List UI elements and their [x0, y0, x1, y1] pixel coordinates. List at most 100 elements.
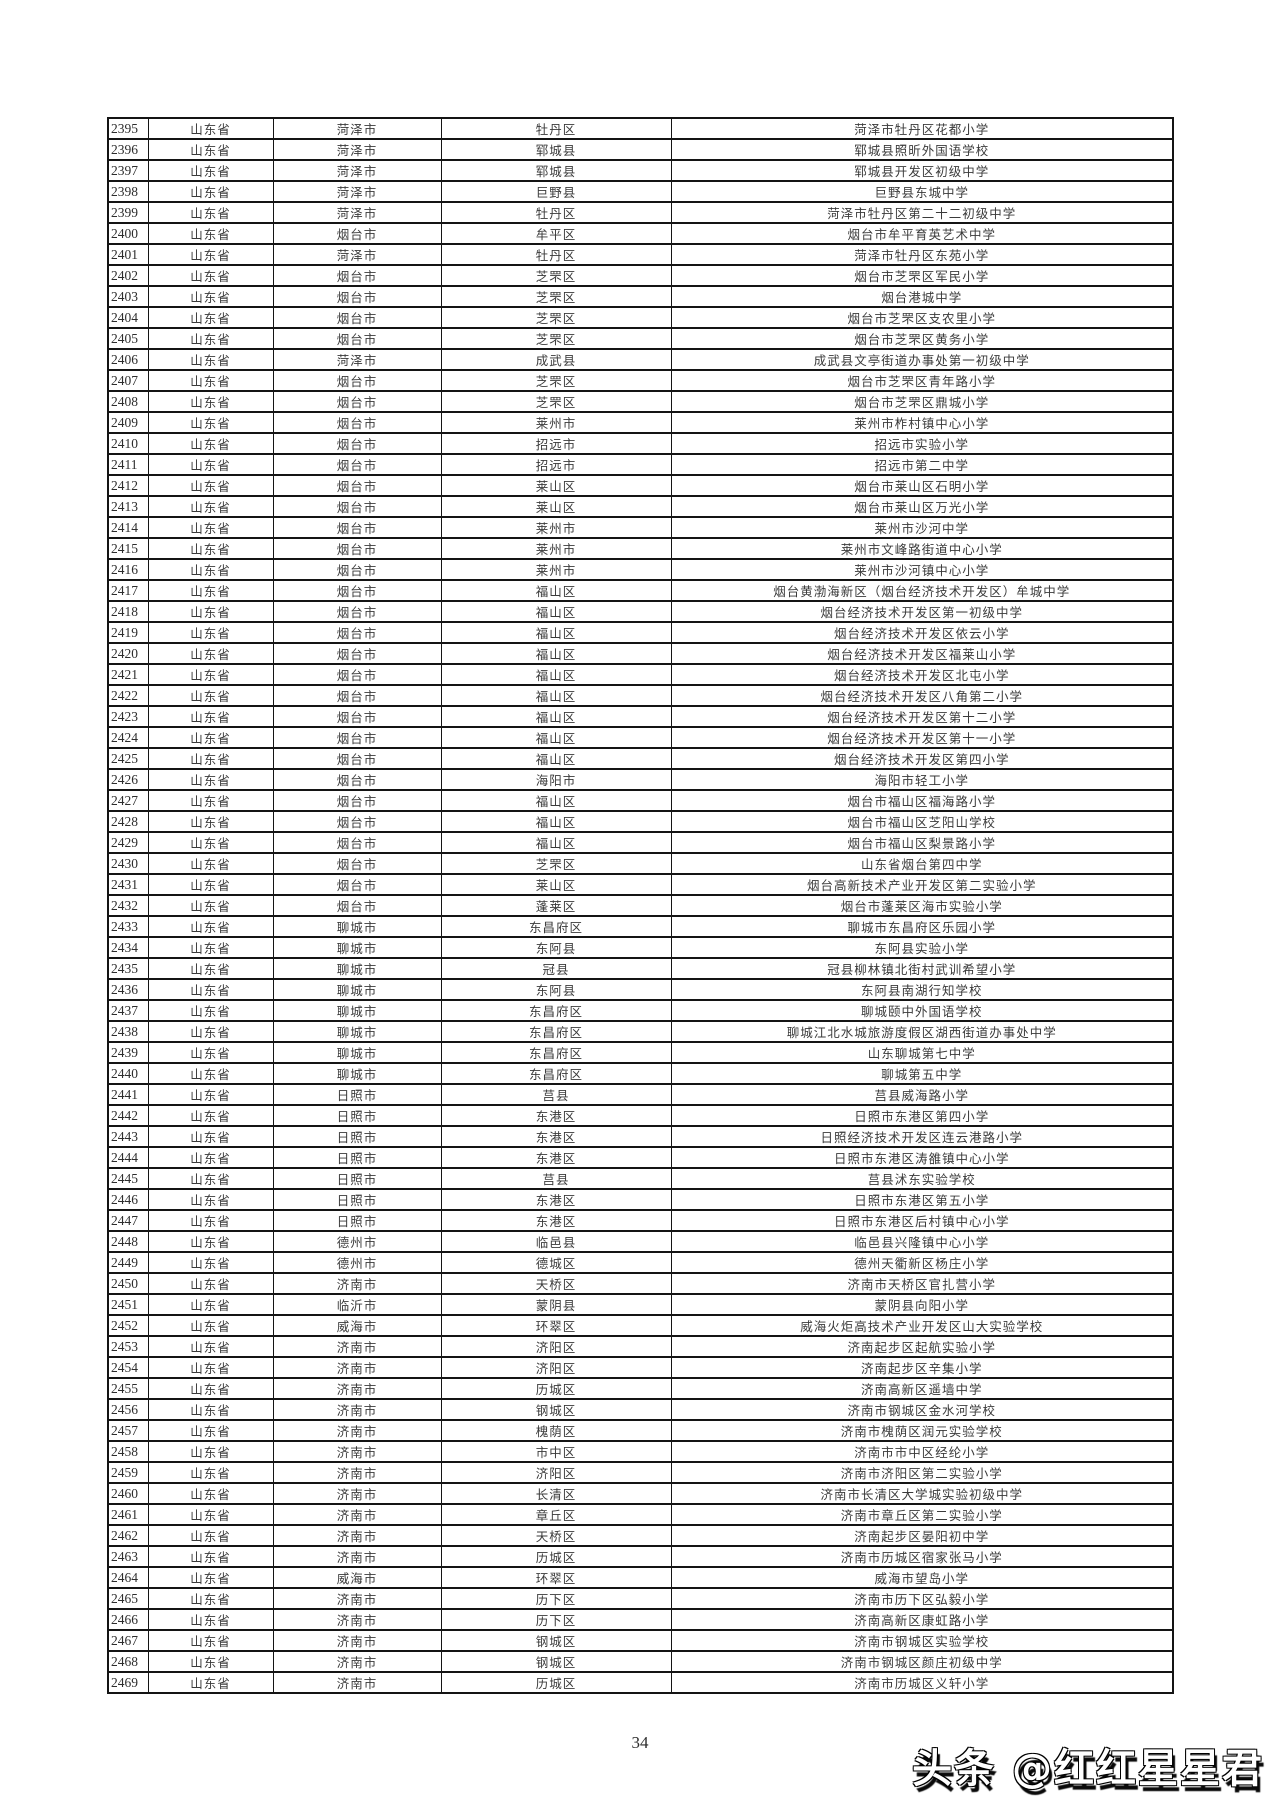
cell-province: 山东省 [147, 1566, 274, 1589]
cell-school: 济南市历城区宿家张马小学 [670, 1545, 1174, 1568]
cell-city: 烟台市 [272, 789, 442, 812]
cell-province: 山东省 [147, 1251, 274, 1274]
cell-city: 烟台市 [272, 768, 442, 791]
table-row: 2420 山东省 烟台市 福山区 烟台经济技术开发区福莱山小学 [107, 642, 1174, 665]
cell-school: 菏泽市牡丹区第二十二初级中学 [670, 201, 1174, 224]
cell-city: 济南市 [272, 1650, 442, 1673]
cell-province: 山东省 [147, 915, 274, 938]
cell-district: 东港区 [440, 1188, 672, 1211]
cell-school: 济南市钢城区实验学校 [670, 1629, 1174, 1652]
cell-province: 山东省 [147, 663, 274, 686]
table-row: 2431 山东省 烟台市 莱山区 烟台高新技术产业开发区第二实验小学 [107, 873, 1174, 896]
cell-city: 烟台市 [272, 663, 442, 686]
cell-city: 日照市 [272, 1083, 442, 1106]
cell-district: 东港区 [440, 1146, 672, 1169]
cell-number: 2465 [107, 1587, 149, 1610]
cell-school: 烟台经济技术开发区北屯小学 [670, 663, 1174, 686]
cell-number: 2451 [107, 1293, 149, 1316]
cell-district: 郓城县 [440, 138, 672, 161]
cell-district: 芝罘区 [440, 390, 672, 413]
cell-city: 济南市 [272, 1419, 442, 1442]
cell-school: 莱州市沙河中学 [670, 516, 1174, 539]
cell-number: 2442 [107, 1104, 149, 1127]
cell-city: 烟台市 [272, 600, 442, 623]
cell-province: 山东省 [147, 1587, 274, 1610]
cell-district: 芝罘区 [440, 327, 672, 350]
table-row: 2459 山东省 济南市 济阳区 济南市济阳区第二实验小学 [107, 1461, 1174, 1484]
cell-province: 山东省 [147, 1440, 274, 1463]
cell-district: 长清区 [440, 1482, 672, 1505]
cell-city: 济南市 [272, 1608, 442, 1631]
watermark-text: 头条 @红红星星君 [912, 1746, 1264, 1792]
table-row: 2426 山东省 烟台市 海阳市 海阳市轻工小学 [107, 768, 1174, 791]
cell-school: 烟台市芝罘区鼎城小学 [670, 390, 1174, 413]
cell-school: 巨野县东城中学 [670, 180, 1174, 203]
cell-district: 莱州市 [440, 537, 672, 560]
cell-number: 2421 [107, 663, 149, 686]
table-row: 2409 山东省 烟台市 莱州市 莱州市柞村镇中心小学 [107, 411, 1174, 434]
table-row: 2407 山东省 烟台市 芝罘区 烟台市芝罘区青年路小学 [107, 369, 1174, 392]
cell-city: 日照市 [272, 1188, 442, 1211]
cell-province: 山东省 [147, 1125, 274, 1148]
cell-province: 山东省 [147, 243, 274, 266]
cell-city: 济南市 [272, 1335, 442, 1358]
cell-city: 济南市 [272, 1671, 442, 1694]
cell-province: 山东省 [147, 1272, 274, 1295]
table-row: 2447 山东省 日照市 东港区 日照市东港区后村镇中心小学 [107, 1209, 1174, 1232]
cell-school: 烟台市福山区梨景路小学 [670, 831, 1174, 854]
cell-district: 芝罘区 [440, 852, 672, 875]
cell-district: 芝罘区 [440, 264, 672, 287]
cell-school: 郓城县照昕外国语学校 [670, 138, 1174, 161]
cell-school: 烟台经济技术开发区第十二小学 [670, 705, 1174, 728]
table-row: 2449 山东省 德州市 德城区 德州天衢新区杨庄小学 [107, 1251, 1174, 1274]
table-row: 2404 山东省 烟台市 芝罘区 烟台市芝罘区支农里小学 [107, 306, 1174, 329]
table-row: 2395 山东省 菏泽市 牡丹区 菏泽市牡丹区花都小学 [107, 117, 1174, 140]
cell-number: 2464 [107, 1566, 149, 1589]
table-row: 2450 山东省 济南市 天桥区 济南市天桥区官扎营小学 [107, 1272, 1174, 1295]
cell-district: 德城区 [440, 1251, 672, 1274]
cell-province: 山东省 [147, 579, 274, 602]
cell-school: 烟台市芝罘区支农里小学 [670, 306, 1174, 329]
cell-city: 威海市 [272, 1314, 442, 1337]
table-row: 2419 山东省 烟台市 福山区 烟台经济技术开发区依云小学 [107, 621, 1174, 644]
cell-district: 芝罘区 [440, 285, 672, 308]
cell-province: 山东省 [147, 1062, 274, 1085]
cell-school: 聊城颐中外国语学校 [670, 999, 1174, 1022]
table-row: 2445 山东省 日照市 莒县 莒县沭东实验学校 [107, 1167, 1174, 1190]
cell-number: 2408 [107, 390, 149, 413]
cell-city: 菏泽市 [272, 117, 442, 140]
table-row: 2412 山东省 烟台市 莱山区 烟台市莱山区石明小学 [107, 474, 1174, 497]
cell-number: 2461 [107, 1503, 149, 1526]
cell-province: 山东省 [147, 936, 274, 959]
table-row: 2455 山东省 济南市 历城区 济南高新区遥墙中学 [107, 1377, 1174, 1400]
cell-number: 2403 [107, 285, 149, 308]
table-row: 2448 山东省 德州市 临邑县 临邑县兴隆镇中心小学 [107, 1230, 1174, 1253]
cell-school: 东阿县南湖行知学校 [670, 978, 1174, 1001]
cell-number: 2439 [107, 1041, 149, 1064]
cell-number: 2436 [107, 978, 149, 1001]
table-row: 2434 山东省 聊城市 东阿县 东阿县实验小学 [107, 936, 1174, 959]
cell-district: 东昌府区 [440, 915, 672, 938]
cell-number: 2415 [107, 537, 149, 560]
table-row: 2439 山东省 聊城市 东昌府区 山东聊城第七中学 [107, 1041, 1174, 1064]
cell-number: 2405 [107, 327, 149, 350]
cell-city: 济南市 [272, 1356, 442, 1379]
cell-province: 山东省 [147, 348, 274, 371]
cell-school: 济南高新区康虹路小学 [670, 1608, 1174, 1631]
cell-school: 莒县沭东实验学校 [670, 1167, 1174, 1190]
cell-number: 2395 [107, 117, 149, 140]
cell-number: 2438 [107, 1020, 149, 1043]
cell-province: 山东省 [147, 264, 274, 287]
cell-city: 济南市 [272, 1440, 442, 1463]
cell-city: 烟台市 [272, 537, 442, 560]
cell-district: 福山区 [440, 726, 672, 749]
cell-school: 济南起步区起航实验小学 [670, 1335, 1174, 1358]
table-row: 2402 山东省 烟台市 芝罘区 烟台市芝罘区军民小学 [107, 264, 1174, 287]
cell-district: 历城区 [440, 1545, 672, 1568]
cell-city: 聊城市 [272, 1041, 442, 1064]
school-table-container: 2395 山东省 菏泽市 牡丹区 菏泽市牡丹区花都小学 2396 山东省 菏泽市… [107, 117, 1174, 1694]
cell-number: 2448 [107, 1230, 149, 1253]
cell-city: 聊城市 [272, 957, 442, 980]
cell-district: 福山区 [440, 579, 672, 602]
table-row: 2429 山东省 烟台市 福山区 烟台市福山区梨景路小学 [107, 831, 1174, 854]
